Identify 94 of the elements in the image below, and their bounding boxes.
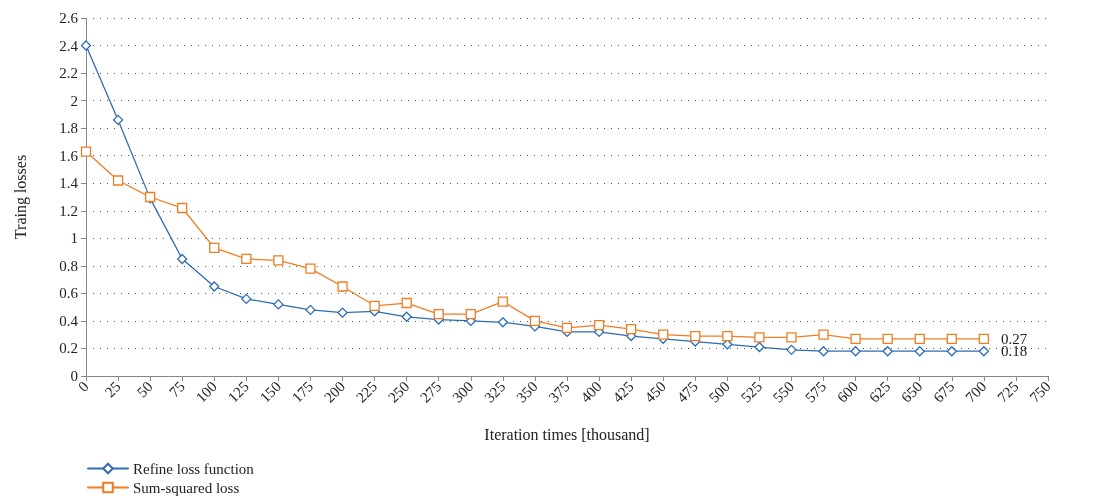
point	[529, 315, 541, 327]
x-tick-label: 375	[545, 378, 573, 406]
x-tick-label: 275	[417, 378, 445, 406]
x-tick-label: 350	[513, 378, 541, 406]
point	[241, 253, 252, 265]
point	[561, 322, 573, 333]
legend-label: Refine loss function	[133, 460, 255, 477]
x-tick-label: 675	[930, 378, 958, 406]
point	[80, 40, 92, 51]
point	[914, 333, 925, 344]
point	[786, 344, 797, 355]
x-tick-label: 575	[801, 378, 830, 406]
y-tick-label: 0	[70, 368, 78, 384]
x-tick-label: 75	[165, 378, 188, 401]
x-tick-label: 125	[224, 378, 252, 406]
x-tick-label: 700	[962, 378, 990, 406]
point	[978, 333, 990, 344]
point	[209, 281, 220, 292]
point	[401, 311, 412, 322]
point	[337, 307, 348, 318]
point	[882, 346, 893, 357]
point	[818, 346, 829, 357]
point	[658, 329, 669, 340]
y-tick-label: 0.2	[59, 340, 78, 357]
point	[978, 346, 990, 357]
x-tick-label: 225	[353, 378, 381, 406]
point	[786, 332, 797, 343]
point	[818, 329, 829, 340]
point	[273, 299, 284, 310]
point	[497, 296, 509, 307]
x-tick-label: 300	[449, 378, 477, 406]
x-tick-label: 525	[737, 378, 766, 406]
point	[273, 255, 284, 266]
point	[369, 300, 380, 311]
point	[209, 242, 220, 254]
x-tick-label: 625	[866, 378, 894, 406]
x-tick-label: 50	[133, 378, 156, 401]
y-tick-label: 2.6	[59, 10, 79, 26]
point	[914, 346, 925, 357]
y-tick-label: 1.4	[59, 175, 79, 192]
x-tick-label: 100	[192, 378, 220, 406]
y-tick-label: 0.4	[59, 312, 79, 329]
x-tick-label: 750	[1026, 378, 1054, 406]
x-tick-label: 175	[288, 378, 317, 406]
point	[850, 333, 861, 344]
x-tick-label: 400	[577, 378, 605, 406]
point	[337, 281, 348, 292]
x-tick-label: 650	[898, 378, 926, 406]
y-tick-label: 1.8	[59, 120, 78, 137]
y-tick-label: 0.8	[59, 257, 78, 274]
point	[305, 304, 316, 316]
x-tick-label: 600	[834, 378, 862, 406]
point	[401, 297, 412, 309]
point	[722, 330, 733, 342]
point	[433, 308, 444, 320]
x-tick-label: 500	[705, 378, 733, 406]
point	[112, 175, 124, 186]
point	[177, 253, 188, 265]
point	[946, 346, 957, 357]
y-tick-label: 1.6	[59, 147, 79, 164]
point	[946, 333, 957, 344]
y-tick-label: 2.4	[59, 37, 79, 54]
point	[305, 263, 316, 274]
point	[593, 319, 605, 331]
y-tick-label: 0.6	[59, 285, 79, 302]
x-tick-label: 450	[641, 378, 669, 406]
y-tick-label: 2	[70, 92, 78, 109]
point	[80, 146, 92, 157]
point	[241, 293, 252, 305]
legend-label: Sum-squared loss	[133, 479, 240, 496]
x-axis-title: Iteration times [thousand]	[484, 425, 650, 443]
x-tick-label: 325	[481, 378, 509, 406]
point	[882, 333, 893, 344]
y-axis-title: Traing losses	[11, 154, 30, 240]
y-tick-label: 1	[70, 230, 78, 247]
x-tick-label: 150	[256, 378, 285, 406]
point	[850, 346, 861, 357]
x-tick-label: 200	[320, 378, 349, 406]
point	[497, 317, 509, 328]
point	[625, 324, 637, 335]
point	[754, 341, 765, 353]
point	[754, 332, 765, 343]
x-tick-label: 25	[101, 378, 124, 401]
point	[177, 202, 188, 214]
x-tick-label: 725	[994, 378, 1022, 406]
x-tick-label: 550	[769, 378, 798, 406]
x-tick-label: 250	[385, 378, 413, 406]
y-tick-label: 1.2	[59, 202, 78, 219]
point	[465, 308, 476, 320]
point	[690, 330, 701, 342]
y-tick-label: 2.2	[59, 65, 78, 82]
x-tick-label: 425	[609, 378, 637, 406]
point	[112, 114, 124, 126]
x-tick-label: 475	[673, 378, 701, 406]
